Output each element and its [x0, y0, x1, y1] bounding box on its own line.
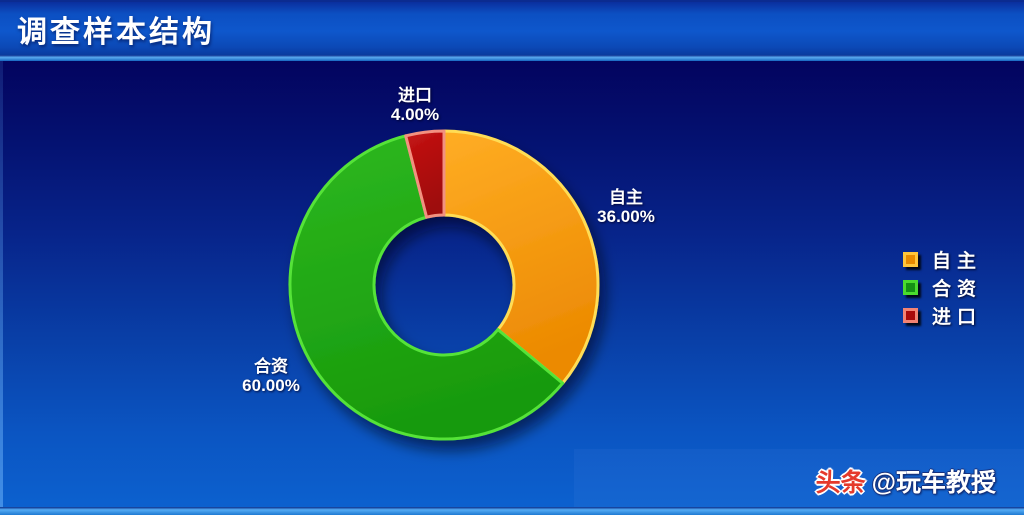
slice-label-pct: 60.00% [242, 376, 300, 395]
watermark: 头条 @玩车教授 [816, 463, 996, 499]
legend-item-hezi: 合资 [903, 273, 982, 301]
chart-legend: 自主 合资 进口 [903, 245, 982, 329]
donut-chart [288, 129, 600, 441]
slice-label-name: 合资 [253, 357, 288, 376]
legend-label: 自主 [932, 250, 983, 272]
legend-swatch-red-icon [903, 307, 918, 323]
slice-label-pct: 4.00% [390, 105, 440, 124]
slice-label-pct: 36.00% [597, 207, 655, 226]
legend-item-jinkou: 进口 [903, 301, 982, 329]
legend-swatch-orange-icon [903, 251, 918, 267]
chart-canvas: 进口 4.00% 自主 36.00% 合资 60.00% 自主 合资 进口 [0, 61, 1024, 515]
slice-label-zizhu: 自主 36.00% [597, 188, 655, 226]
watermark-brand: 头条 [815, 469, 866, 497]
donut-slice-进口 [404, 129, 446, 219]
slice-label-hezi: 合资 60.00% [242, 357, 300, 395]
watermark-band [574, 449, 1024, 507]
watermark-handle: @玩车教授 [871, 469, 996, 497]
left-edge-highlight [0, 61, 3, 515]
bottom-edge-strip [0, 507, 1024, 515]
page-title: 调查样本结构 [17, 15, 215, 49]
slice-label-name: 进口 [397, 86, 432, 105]
donut-slice-合资 [288, 134, 565, 441]
legend-item-zizhu: 自主 [903, 245, 982, 273]
legend-swatch-green-icon [903, 279, 918, 295]
slice-label-name: 自主 [608, 188, 643, 207]
slice-label-jinkou: 进口 4.00% [391, 86, 439, 124]
donut-slice-自主 [442, 129, 600, 385]
legend-label: 进口 [932, 306, 983, 328]
titlebar-separator [0, 55, 1024, 61]
title-bar: 调查样本结构 [0, 0, 1024, 55]
legend-label: 合资 [932, 278, 983, 300]
